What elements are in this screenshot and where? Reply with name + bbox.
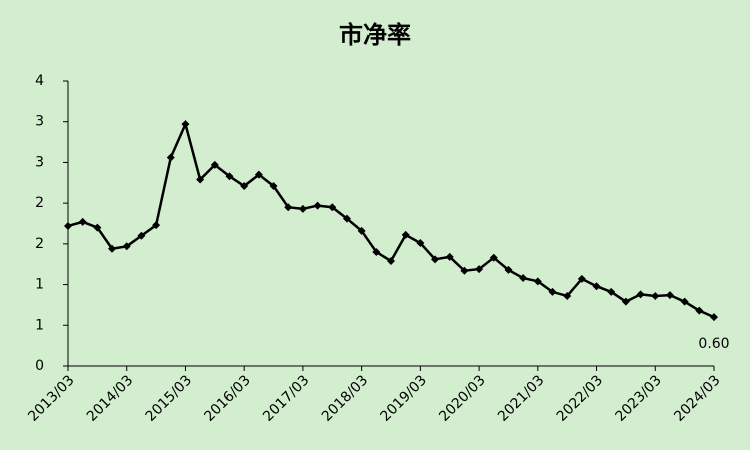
marker — [680, 297, 689, 306]
marker — [431, 255, 440, 264]
y-tick-label: 1 — [35, 317, 44, 333]
y-tick-label: 0 — [35, 358, 44, 374]
marker — [651, 291, 660, 300]
marker — [387, 256, 395, 265]
marker — [284, 203, 293, 212]
marker — [401, 230, 410, 239]
marker — [240, 182, 249, 191]
marker — [137, 231, 146, 240]
marker — [372, 248, 381, 256]
marker — [181, 120, 190, 129]
marker — [122, 242, 131, 251]
marker — [504, 265, 513, 274]
y-tick-label: 2 — [35, 195, 44, 211]
y-tick-label: 3 — [35, 114, 44, 130]
marker — [298, 204, 307, 213]
marker — [64, 221, 72, 230]
marker — [357, 226, 366, 235]
marker — [607, 287, 616, 296]
chart-title: 市净率 — [339, 21, 411, 49]
y-tick-label: 1 — [35, 277, 44, 293]
marker — [254, 170, 263, 179]
marker — [225, 172, 234, 181]
marker — [445, 252, 454, 261]
marker — [108, 244, 117, 253]
marker — [475, 265, 484, 274]
marker — [342, 214, 351, 223]
y-tick-label: 2 — [35, 236, 44, 252]
marker — [548, 287, 557, 296]
marker — [93, 223, 102, 232]
marker — [563, 291, 572, 300]
marker — [577, 274, 586, 283]
marker — [621, 297, 630, 306]
marker — [166, 153, 175, 162]
marker — [592, 282, 601, 291]
marker — [210, 160, 219, 169]
marker — [636, 290, 645, 299]
marker — [665, 291, 674, 300]
marker — [460, 266, 469, 275]
marker — [328, 203, 337, 212]
marker — [269, 182, 278, 191]
marker — [196, 175, 205, 184]
marker — [489, 253, 498, 262]
marker — [313, 201, 322, 210]
marker — [78, 217, 87, 226]
marker — [416, 239, 425, 248]
marker — [533, 277, 542, 286]
value-label: 0.60 — [698, 336, 729, 352]
marker — [152, 221, 161, 230]
marker — [695, 306, 704, 315]
y-tick-label: 4 — [35, 73, 44, 89]
marker — [710, 313, 718, 322]
marker — [519, 274, 528, 283]
y-tick-label: 3 — [35, 154, 44, 170]
